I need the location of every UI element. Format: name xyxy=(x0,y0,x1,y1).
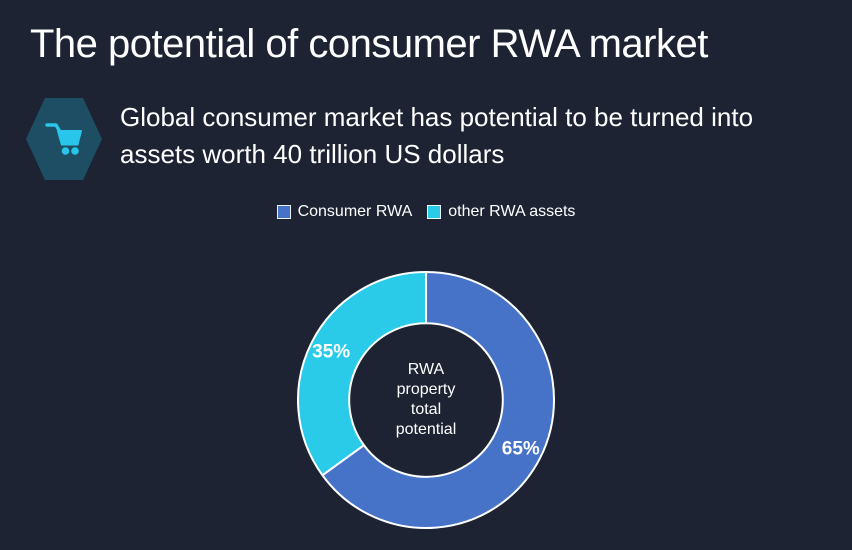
donut-chart-section: Consumer RWA other RWA assets 65% 35% RWA… xyxy=(0,203,852,535)
donut-chart: 65% 35% RWA property total potential xyxy=(291,265,561,535)
callout-text: Global consumer market has potential to … xyxy=(120,102,754,169)
donut-chart-svg: 65% 35% xyxy=(297,271,555,529)
legend-label-other-rwa-assets: other RWA assets xyxy=(448,203,576,220)
shopping-cart-icon xyxy=(45,123,82,155)
chart-legend: Consumer RWA other RWA assets xyxy=(276,203,575,221)
pie-slice-other-rwa-assets xyxy=(297,271,427,477)
slice-label: 65% xyxy=(502,438,540,459)
pie-slice-consumer-rwa xyxy=(321,271,555,529)
legend-swatch-consumer-rwa xyxy=(276,205,291,219)
page-title: The potential of consumer RWA market xyxy=(30,22,708,66)
legend-item-consumer-rwa: Consumer RWA xyxy=(276,203,413,221)
legend-swatch-other-rwa-assets xyxy=(427,205,442,219)
slice-label: 35% xyxy=(312,342,350,363)
hexagon-badge xyxy=(26,98,102,180)
legend-label-consumer-rwa: Consumer RWA xyxy=(297,203,413,220)
legend-item-other-rwa-assets: other RWA assets xyxy=(427,203,575,221)
